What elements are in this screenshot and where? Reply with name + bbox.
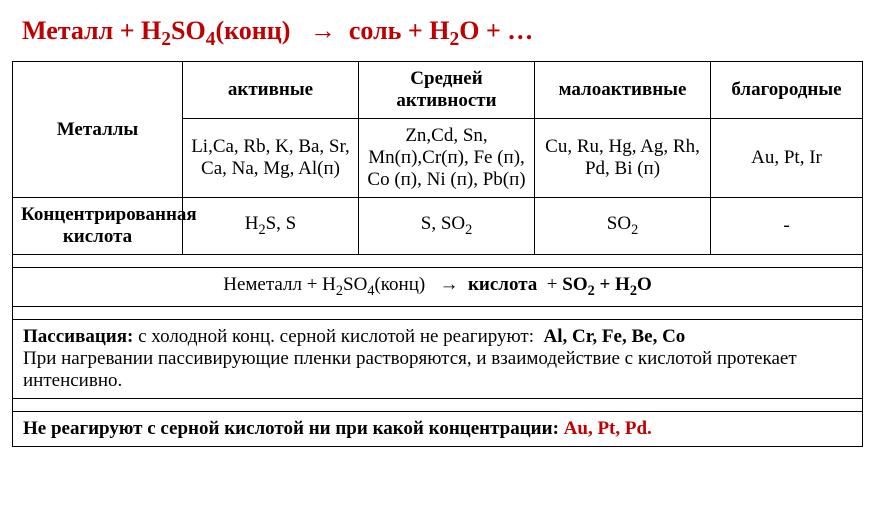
spacer-row-2 xyxy=(13,306,863,319)
header-noble: благородные xyxy=(711,62,863,119)
nonmetal-row: Неметалл + H2SO4(конц) → кислота + SO2 +… xyxy=(13,268,863,307)
acid-row: Концентрированная кислота H2S, S S, SO2 … xyxy=(13,198,863,255)
header-metals: Металлы xyxy=(13,62,183,198)
header-active: активные xyxy=(183,62,359,119)
examples-low: Cu, Ru, Hg, Ag, Rh, Pd, Bi (п) xyxy=(535,119,711,198)
noreact-row: Не реагируют с серной кислотой ни при ка… xyxy=(13,411,863,446)
header-medium: Средней активности xyxy=(359,62,535,119)
passivation-line1: Пассивация: с холодной конц. серной кисл… xyxy=(23,326,852,348)
acid-active: H2S, S xyxy=(183,198,359,255)
examples-noble: Au, Pt, Ir xyxy=(711,119,863,198)
acid-low: SO2 xyxy=(535,198,711,255)
acid-noble: - xyxy=(711,198,863,255)
passivation-text: Пассивация: с холодной конц. серной кисл… xyxy=(13,319,863,398)
examples-medium: Zn,Cd, Sn, Mn(п),Cr(п), Fe (п), Co (п), … xyxy=(359,119,535,198)
passivation-row: Пассивация: с холодной конц. серной кисл… xyxy=(13,319,863,398)
noreact-text: Не реагируют с серной кислотой ни при ка… xyxy=(13,411,863,446)
examples-active: Li,Ca, Rb, K, Ba, Sr, Ca, Na, Mg, Al(п) xyxy=(183,119,359,198)
passivation-line2: При нагревании пассивирующие пленки раст… xyxy=(23,348,852,392)
acid-medium: S, SO2 xyxy=(359,198,535,255)
main-table: Металлы активные Средней активности мало… xyxy=(12,61,863,447)
reaction-title: Металл + H2SO4(конц) → соль + H2O + … xyxy=(22,16,863,51)
spacer-row-3 xyxy=(13,398,863,411)
header-low: малоактивные xyxy=(535,62,711,119)
spacer-row-1 xyxy=(13,255,863,268)
acid-label: Концентрированная кислота xyxy=(13,198,183,255)
header-row: Металлы активные Средней активности мало… xyxy=(13,62,863,119)
nonmetal-reaction: Неметалл + H2SO4(конц) → кислота + SO2 +… xyxy=(13,268,863,307)
